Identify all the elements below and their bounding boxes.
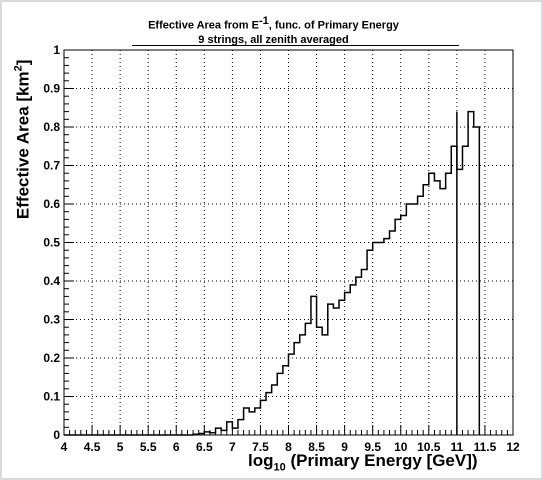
y-tick-label: 0.7 bbox=[43, 159, 60, 173]
y-tick-label: 0.8 bbox=[43, 120, 60, 134]
x-tick-label: 6.5 bbox=[196, 440, 213, 454]
x-tick-label: 11.5 bbox=[474, 440, 497, 454]
y-tick-label: 0 bbox=[53, 428, 60, 442]
chart-title: Effective Area from E-1, func. of Primar… bbox=[2, 14, 543, 47]
title-text-suffix: , func. of Primary Energy bbox=[268, 19, 399, 32]
y-axis-label: Effective Area [km2] bbox=[13, 54, 34, 224]
x-tick-label: 12 bbox=[506, 440, 520, 454]
x-label-prefix: log bbox=[248, 451, 274, 470]
y-tick-label: 0.1 bbox=[43, 390, 60, 404]
y-tick-label: 0.2 bbox=[43, 351, 60, 365]
y-tick-label: 0.9 bbox=[43, 82, 60, 96]
x-tick-label: 8 bbox=[285, 440, 292, 454]
x-tick-label: 6 bbox=[173, 440, 180, 454]
x-label-subscript: 10 bbox=[273, 461, 286, 474]
title-underline bbox=[132, 45, 459, 46]
y-label-suffix: ] bbox=[13, 59, 33, 66]
y-tick-label: 0.4 bbox=[43, 274, 60, 288]
chart-subtitle: 9 strings, all zenith averaged bbox=[198, 33, 349, 46]
x-label-suffix: (Primary Energy [GeV]) bbox=[285, 451, 478, 470]
x-tick-label: 4 bbox=[61, 440, 68, 454]
x-tick-label: 4.5 bbox=[84, 440, 101, 454]
x-tick-label: 5.5 bbox=[140, 440, 157, 454]
title-exponent: -1 bbox=[258, 15, 269, 27]
y-tick-label: 0.5 bbox=[43, 236, 60, 250]
y-tick-label: 0.3 bbox=[43, 313, 60, 327]
y-label-prefix: Effective Area [km bbox=[13, 71, 33, 220]
x-tick-label: 9.5 bbox=[364, 440, 381, 454]
x-tick-label: 9 bbox=[341, 440, 348, 454]
x-tick-label: 7 bbox=[229, 440, 236, 454]
chart-title-line1: Effective Area from E-1, func. of Primar… bbox=[2, 14, 543, 33]
x-tick-label: 5 bbox=[117, 440, 124, 454]
x-tick-label: 11 bbox=[451, 440, 464, 454]
x-tick-label: 10 bbox=[394, 440, 408, 454]
title-text-prefix: Effective Area from E bbox=[148, 19, 259, 32]
x-axis-label: log10 (Primary Energy [GeV]) bbox=[248, 451, 538, 473]
y-label-exponent: 2 bbox=[12, 65, 25, 72]
x-tick-label: 8.5 bbox=[308, 440, 325, 454]
x-tick-label: 10.5 bbox=[417, 440, 441, 454]
y-tick-label: 0.6 bbox=[43, 197, 60, 211]
y-tick-label: 1 bbox=[53, 43, 60, 57]
x-tick-label: 7.5 bbox=[252, 440, 269, 454]
histogram-line bbox=[64, 110, 481, 436]
